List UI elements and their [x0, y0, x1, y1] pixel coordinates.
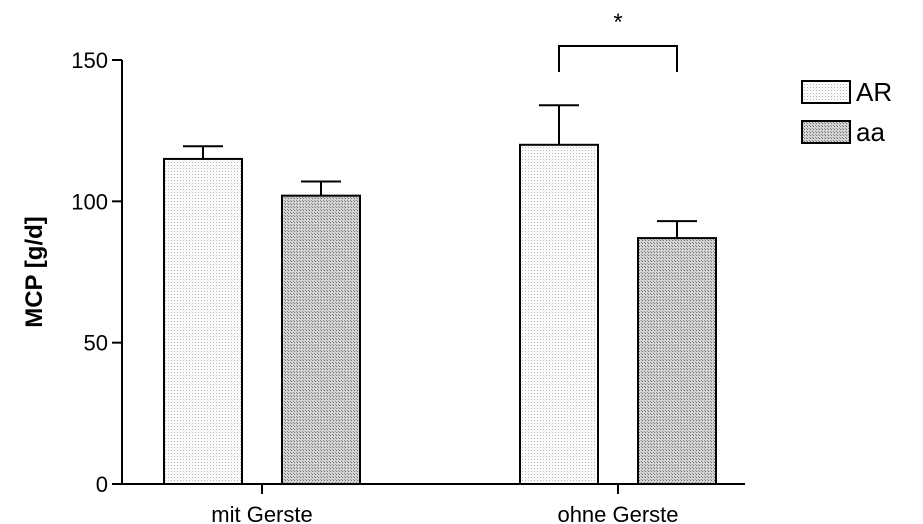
y-axis-label: MCP [g/d]: [21, 216, 48, 328]
bar: [637, 237, 717, 485]
bars: [163, 104, 717, 486]
bar: [281, 194, 361, 485]
significance-bracket: [558, 45, 678, 72]
legend-swatch: [801, 80, 851, 104]
bar: [519, 143, 599, 486]
x-tick-label: ohne Gerste: [557, 502, 678, 524]
y-axis: 0 50 100 150: [71, 48, 123, 497]
x-tick-label: mit Gerste: [211, 502, 312, 524]
y-tick-label: 100: [71, 189, 108, 214]
x-axis: mit Gerste ohne Gerste: [122, 483, 745, 524]
bar: [163, 157, 243, 486]
legend: AR aa: [801, 77, 892, 147]
y-tick-label: 50: [84, 331, 108, 356]
legend-swatch: [801, 120, 851, 144]
y-tick-label: 0: [96, 472, 108, 497]
y-tick-label: 150: [71, 48, 108, 73]
legend-label: AR: [856, 77, 892, 107]
significance-marker: *: [613, 9, 622, 36]
annotations: *: [558, 9, 678, 72]
legend-label: aa: [856, 117, 885, 147]
